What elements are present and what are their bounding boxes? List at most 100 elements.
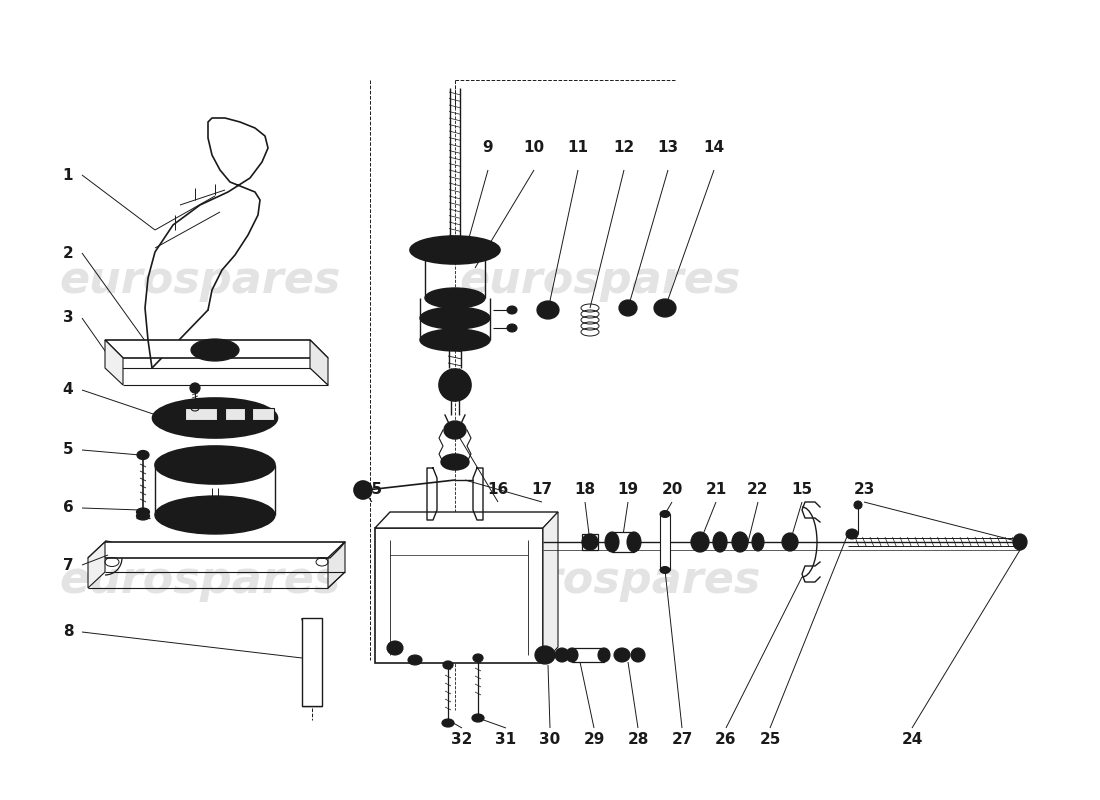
Text: 16: 16 bbox=[487, 482, 508, 498]
Text: 25: 25 bbox=[759, 733, 781, 747]
Ellipse shape bbox=[136, 512, 150, 520]
Text: eurospares: eurospares bbox=[460, 258, 740, 302]
Ellipse shape bbox=[691, 532, 710, 552]
Ellipse shape bbox=[155, 496, 275, 534]
Text: 8: 8 bbox=[63, 625, 74, 639]
Ellipse shape bbox=[439, 369, 471, 401]
Ellipse shape bbox=[444, 421, 466, 439]
Ellipse shape bbox=[408, 655, 422, 665]
Ellipse shape bbox=[387, 641, 403, 655]
Ellipse shape bbox=[660, 510, 670, 518]
Ellipse shape bbox=[153, 398, 277, 438]
Ellipse shape bbox=[566, 648, 578, 662]
Text: eurospares: eurospares bbox=[480, 558, 761, 602]
Ellipse shape bbox=[537, 301, 559, 319]
Ellipse shape bbox=[614, 648, 630, 662]
Bar bbox=[252, 408, 274, 420]
Text: 6: 6 bbox=[63, 501, 74, 515]
Polygon shape bbox=[88, 542, 345, 558]
Text: 7: 7 bbox=[63, 558, 74, 573]
Text: 32: 32 bbox=[451, 733, 473, 747]
Text: 3: 3 bbox=[63, 310, 74, 326]
Ellipse shape bbox=[443, 661, 453, 669]
Text: 29: 29 bbox=[583, 733, 605, 747]
Text: 11: 11 bbox=[568, 141, 588, 155]
Text: 12: 12 bbox=[614, 141, 635, 155]
Ellipse shape bbox=[556, 648, 569, 662]
Ellipse shape bbox=[507, 324, 517, 332]
Text: 18: 18 bbox=[574, 482, 595, 498]
Bar bbox=[582, 534, 598, 550]
Ellipse shape bbox=[480, 247, 486, 253]
Ellipse shape bbox=[425, 288, 485, 308]
Ellipse shape bbox=[598, 648, 611, 662]
Ellipse shape bbox=[582, 534, 598, 550]
Text: 9: 9 bbox=[483, 141, 493, 155]
Polygon shape bbox=[328, 542, 345, 588]
Text: 30: 30 bbox=[539, 733, 561, 747]
Ellipse shape bbox=[420, 307, 490, 329]
Ellipse shape bbox=[473, 654, 483, 662]
Ellipse shape bbox=[507, 306, 517, 314]
Text: 17: 17 bbox=[531, 482, 552, 498]
Polygon shape bbox=[310, 340, 328, 385]
Ellipse shape bbox=[442, 719, 454, 727]
Text: 2: 2 bbox=[63, 246, 74, 261]
Ellipse shape bbox=[492, 247, 498, 253]
Bar bbox=[572, 648, 604, 662]
Bar bbox=[612, 532, 634, 552]
Text: 31: 31 bbox=[495, 733, 517, 747]
Ellipse shape bbox=[424, 247, 430, 253]
Ellipse shape bbox=[472, 714, 484, 722]
Ellipse shape bbox=[411, 247, 418, 253]
Text: 5: 5 bbox=[63, 442, 74, 458]
Text: 4: 4 bbox=[63, 382, 74, 398]
Ellipse shape bbox=[410, 236, 500, 264]
Ellipse shape bbox=[627, 532, 641, 552]
Ellipse shape bbox=[420, 329, 490, 351]
Text: 15: 15 bbox=[362, 482, 383, 498]
Ellipse shape bbox=[441, 454, 469, 470]
Text: 24: 24 bbox=[901, 733, 923, 747]
Ellipse shape bbox=[1013, 534, 1027, 550]
Ellipse shape bbox=[535, 646, 556, 664]
Bar bbox=[226, 408, 245, 420]
Text: 27: 27 bbox=[671, 733, 693, 747]
Ellipse shape bbox=[619, 300, 637, 316]
Bar bbox=[185, 408, 217, 420]
Ellipse shape bbox=[732, 532, 748, 552]
Bar bbox=[302, 618, 322, 706]
Ellipse shape bbox=[190, 383, 200, 393]
Bar bbox=[660, 514, 670, 570]
Ellipse shape bbox=[713, 532, 727, 552]
Text: 19: 19 bbox=[617, 482, 639, 498]
Text: 13: 13 bbox=[658, 141, 679, 155]
Polygon shape bbox=[88, 542, 104, 588]
Ellipse shape bbox=[138, 450, 148, 459]
Ellipse shape bbox=[605, 532, 619, 552]
Polygon shape bbox=[104, 340, 328, 358]
Text: 1: 1 bbox=[63, 167, 74, 182]
Ellipse shape bbox=[782, 533, 797, 551]
Text: 23: 23 bbox=[854, 482, 874, 498]
Polygon shape bbox=[104, 340, 123, 385]
Text: eurospares: eurospares bbox=[59, 258, 341, 302]
Text: 21: 21 bbox=[705, 482, 727, 498]
Polygon shape bbox=[375, 512, 558, 528]
Ellipse shape bbox=[752, 533, 764, 551]
Text: 20: 20 bbox=[661, 482, 683, 498]
Text: 10: 10 bbox=[524, 141, 544, 155]
Text: 28: 28 bbox=[627, 733, 649, 747]
Text: 22: 22 bbox=[747, 482, 769, 498]
Text: 14: 14 bbox=[703, 141, 725, 155]
Ellipse shape bbox=[136, 508, 150, 516]
Ellipse shape bbox=[654, 299, 676, 317]
Bar bbox=[375, 528, 543, 663]
Text: 15: 15 bbox=[791, 482, 813, 498]
Ellipse shape bbox=[155, 446, 275, 484]
Ellipse shape bbox=[846, 529, 858, 539]
Ellipse shape bbox=[354, 481, 372, 499]
Ellipse shape bbox=[854, 501, 862, 509]
Text: 26: 26 bbox=[715, 733, 737, 747]
Text: eurospares: eurospares bbox=[59, 558, 341, 602]
